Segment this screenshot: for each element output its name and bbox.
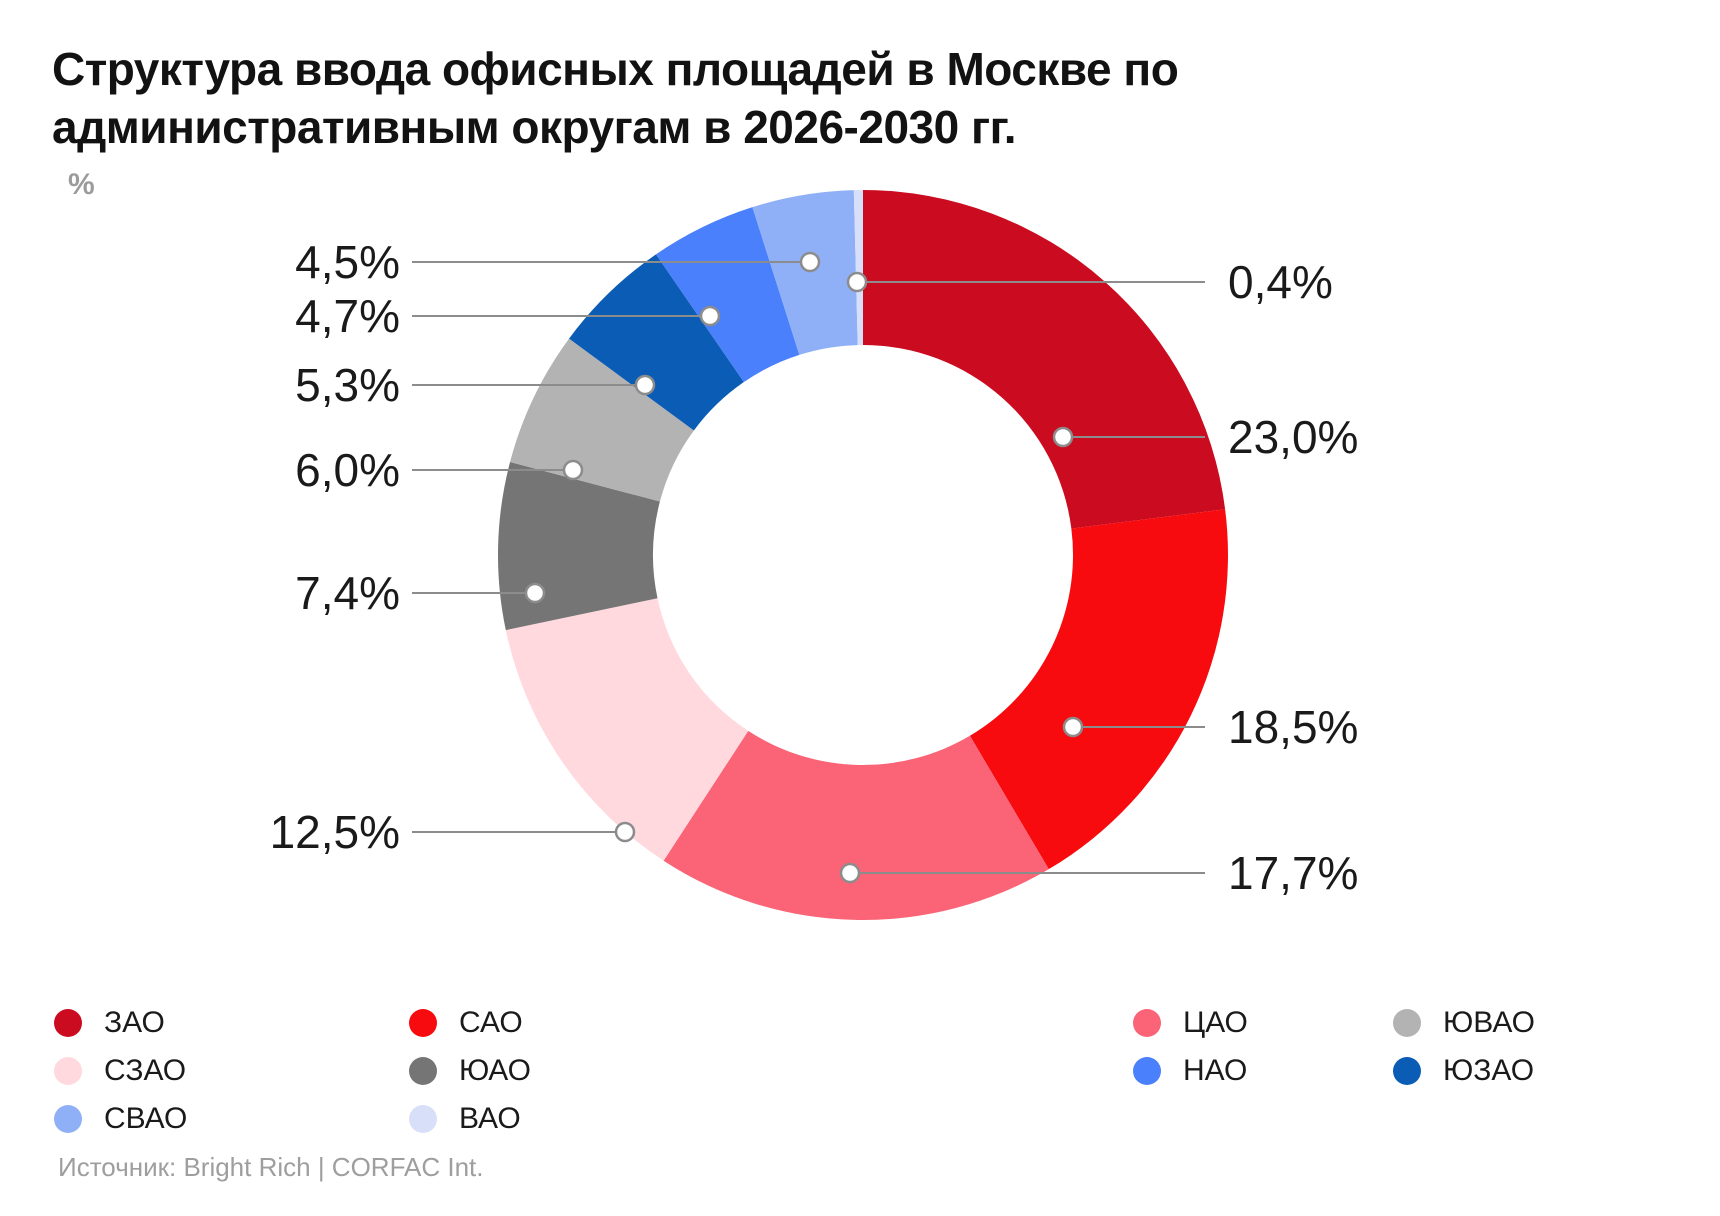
slice-СЗАО (505, 598, 749, 861)
chart-title-line2: административным округам в 2026-2030 гг. (52, 101, 1016, 153)
slice-ЮВАО (510, 338, 694, 502)
legend-dot-ЮВАО (1393, 1009, 1421, 1037)
percent-label-САО: 18,5% (1228, 701, 1359, 753)
legend-label-ЗАО: ЗАО (104, 1006, 165, 1039)
legend-dot-ЦАО (1133, 1009, 1161, 1037)
legend-item-СВАО: СВАО (54, 1099, 187, 1139)
leader-dot-ЮЗАО (634, 374, 656, 396)
leader-dot-ЮВАО (562, 459, 584, 481)
legend-item-ЮАО: ЮАО (409, 1051, 531, 1091)
legend-label-ЮАО: ЮАО (459, 1054, 531, 1087)
percent-label-СВАО: 4,5% (295, 236, 400, 288)
percent-label-ЮЗАО: 5,3% (295, 359, 400, 411)
slice-ЮЗАО (569, 254, 744, 431)
legend-item-САО: САО (409, 1003, 523, 1043)
percent-label-ЮАО: 7,4% (295, 567, 400, 619)
leader-dot-САО (1062, 716, 1084, 738)
legend-item-ЗАО: ЗАО (54, 1003, 165, 1043)
legend-dot-НАО (1133, 1057, 1161, 1085)
slice-САО (969, 509, 1228, 870)
leader-dot-ВАО (846, 271, 868, 293)
legend-dot-ВАО (409, 1105, 437, 1133)
percent-label-НАО: 4,7% (295, 290, 400, 342)
chart-title-line1: Структура ввода офисных площадей в Москв… (52, 43, 1179, 95)
slice-ВАО (853, 190, 863, 346)
legend-label-СВАО: СВАО (104, 1102, 188, 1135)
percent-label-ЗАО: 23,0% (1228, 411, 1359, 463)
legend-label-САО: САО (459, 1006, 523, 1039)
percent-label-ЦАО: 17,7% (1228, 847, 1359, 899)
legend-label-НАО: НАО (1183, 1054, 1248, 1087)
leader-dot-ЗАО (1052, 426, 1074, 448)
source-note: Источник: Bright Rich | CORFAC Int. (58, 1152, 484, 1182)
legend-label-ЮВАО: ЮВАО (1443, 1006, 1536, 1039)
leader-dot-ЦАО (839, 862, 861, 884)
legend-label-ВАО: ВАО (459, 1102, 521, 1135)
leader-dot-СЗАО (614, 821, 636, 843)
legend-item-ЮВАО: ЮВАО (1393, 1003, 1535, 1043)
percent-label-ЮВАО: 6,0% (295, 444, 400, 496)
slice-СВАО (752, 190, 858, 355)
leader-dot-НАО (699, 305, 721, 327)
legend-dot-СЗАО (54, 1057, 82, 1085)
legend-label-ЦАО: ЦАО (1183, 1006, 1248, 1039)
legend-item-СЗАО: СЗАО (54, 1051, 186, 1091)
slice-ЗАО (863, 190, 1226, 529)
legend-item-ЮЗАО: ЮЗАО (1393, 1051, 1534, 1091)
legend-item-ЦАО: ЦАО (1133, 1003, 1248, 1043)
legend-label-СЗАО: СЗАО (104, 1054, 187, 1087)
legend-dot-ЮЗАО (1393, 1057, 1421, 1085)
percent-label-ВАО: 0,4% (1228, 256, 1333, 308)
legend-dot-СВАО (54, 1105, 82, 1133)
leader-dot-СВАО (799, 251, 821, 273)
legend-label-ЮЗАО: ЮЗАО (1443, 1054, 1535, 1087)
leader-dot-ЮАО (524, 582, 546, 604)
percent-label-СЗАО: 12,5% (269, 806, 400, 858)
slice-НАО (655, 207, 800, 383)
legend-item-ВАО: ВАО (409, 1099, 521, 1139)
unit-label: % (68, 168, 95, 201)
legend-item-НАО: НАО (1133, 1051, 1247, 1091)
legend-dot-ЮАО (409, 1057, 437, 1085)
legend-dot-ЗАО (54, 1009, 82, 1037)
chart-title: Структура ввода офисных площадей в Москв… (52, 40, 1302, 156)
legend-dot-САО (409, 1009, 437, 1037)
